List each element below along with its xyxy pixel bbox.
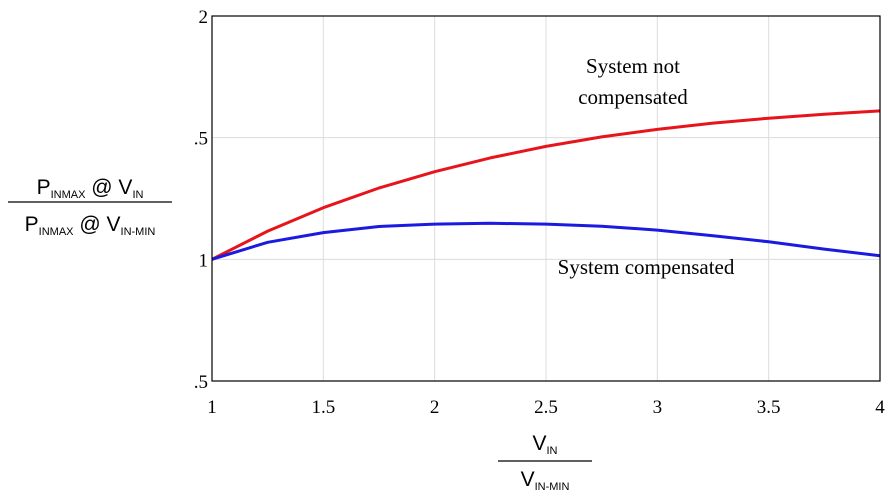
x-tick-label: 3.5 — [757, 397, 781, 418]
y-label-numerator: PINMAX @ VIN — [37, 176, 144, 201]
y-tick-label: 1 — [199, 250, 209, 271]
y-tick-label: 2 — [199, 7, 209, 28]
series-line-1 — [211, 221, 881, 261]
x-label-denominator: VIN-MIN — [521, 468, 570, 493]
annotation-not-compensated-line2: compensated — [578, 85, 688, 109]
y-axis-label: PINMAX @ VIN PINMAX @ VIN-MIN — [8, 176, 172, 238]
grid — [212, 16, 880, 381]
annotation-not-compensated-line1: System not — [586, 54, 680, 78]
plot-frame — [211, 15, 881, 382]
y-tick-labels: .5 1 .5 2 — [194, 7, 208, 393]
x-tick-label: 4 — [875, 397, 885, 418]
annotation-compensated: System compensated — [558, 255, 735, 279]
x-tick-label: 2 — [430, 397, 440, 418]
x-tick-labels: 1 1.5 2 2.5 3 3.5 4 — [207, 397, 885, 418]
x-tick-label: 2.5 — [534, 397, 558, 418]
y-label-denominator: PINMAX @ VIN-MIN — [25, 213, 156, 238]
x-tick-label: 3 — [653, 397, 663, 418]
x-label-numerator: VIN — [532, 432, 557, 457]
y-tick-label: .5 — [194, 129, 208, 150]
x-tick-label: 1.5 — [311, 397, 335, 418]
y-tick-label: .5 — [194, 372, 208, 393]
series-line-0 — [211, 109, 881, 261]
x-axis-label: VIN VIN-MIN — [498, 432, 592, 493]
series-group — [211, 109, 881, 261]
x-tick-label: 1 — [207, 397, 217, 418]
